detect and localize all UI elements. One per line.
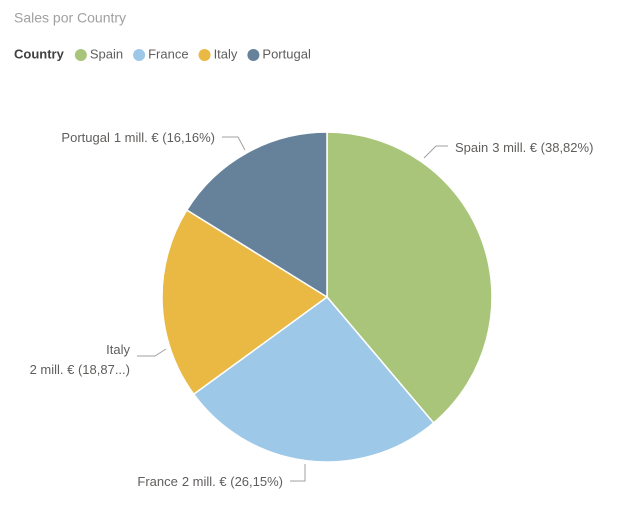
- legend-marker: [198, 49, 211, 61]
- data-label-value: 2 mill. € (26,15%): [182, 474, 283, 489]
- data-label-category: Portugal: [61, 130, 110, 145]
- leader-line: [290, 464, 306, 482]
- pie-slice: [326, 131, 493, 424]
- pie-slice: [161, 208, 329, 396]
- leader-line: [222, 136, 246, 151]
- data-label: Portugal 1 mill. € (16,16%): [61, 130, 215, 145]
- leader-line: [423, 145, 448, 159]
- legend-label: Italy: [214, 46, 238, 61]
- leader-line: [137, 348, 167, 357]
- data-label-category: France: [137, 474, 177, 489]
- data-label: Spain 3 mill. € (38,82%): [455, 140, 593, 155]
- pie-slice: [185, 131, 328, 299]
- data-label: Italy 2 mill. € (18,87...): [30, 342, 131, 377]
- data-label-value: 1 mill. € (16,16%): [114, 130, 215, 145]
- legend-label: France: [148, 46, 188, 61]
- legend-title: Country: [14, 46, 65, 61]
- chart-title: Sales por Country: [14, 10, 126, 26]
- data-label-value: 3 mill. € (38,82%): [492, 140, 593, 155]
- legend-marker: [133, 49, 146, 61]
- legend-label: Portugal: [262, 46, 311, 61]
- data-label-value: 2 mill. € (18,87...): [30, 362, 130, 377]
- legend-marker: [247, 49, 260, 61]
- data-label: France 2 mill. € (26,15%): [137, 474, 283, 489]
- legend-label: Spain: [90, 46, 123, 61]
- data-label-category: Spain: [455, 140, 488, 155]
- legend-marker: [74, 49, 87, 61]
- pie-slice: [192, 295, 435, 463]
- data-label-category: Italy: [106, 342, 130, 357]
